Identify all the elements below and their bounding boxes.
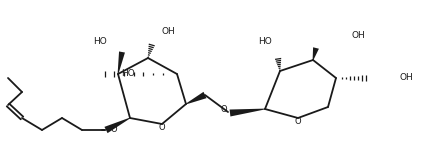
Polygon shape — [313, 47, 319, 60]
Polygon shape — [118, 51, 125, 74]
Polygon shape — [230, 109, 265, 116]
Text: HO: HO — [121, 69, 135, 78]
Text: O: O — [159, 124, 165, 133]
Text: HO: HO — [93, 38, 107, 46]
Text: OH: OH — [400, 73, 414, 82]
Polygon shape — [105, 118, 130, 133]
Text: HO: HO — [258, 38, 272, 46]
Text: O: O — [220, 104, 227, 113]
Text: OH: OH — [161, 27, 175, 36]
Text: OH: OH — [351, 31, 365, 40]
Text: O: O — [295, 117, 301, 126]
Polygon shape — [186, 92, 206, 104]
Text: O: O — [111, 124, 117, 133]
